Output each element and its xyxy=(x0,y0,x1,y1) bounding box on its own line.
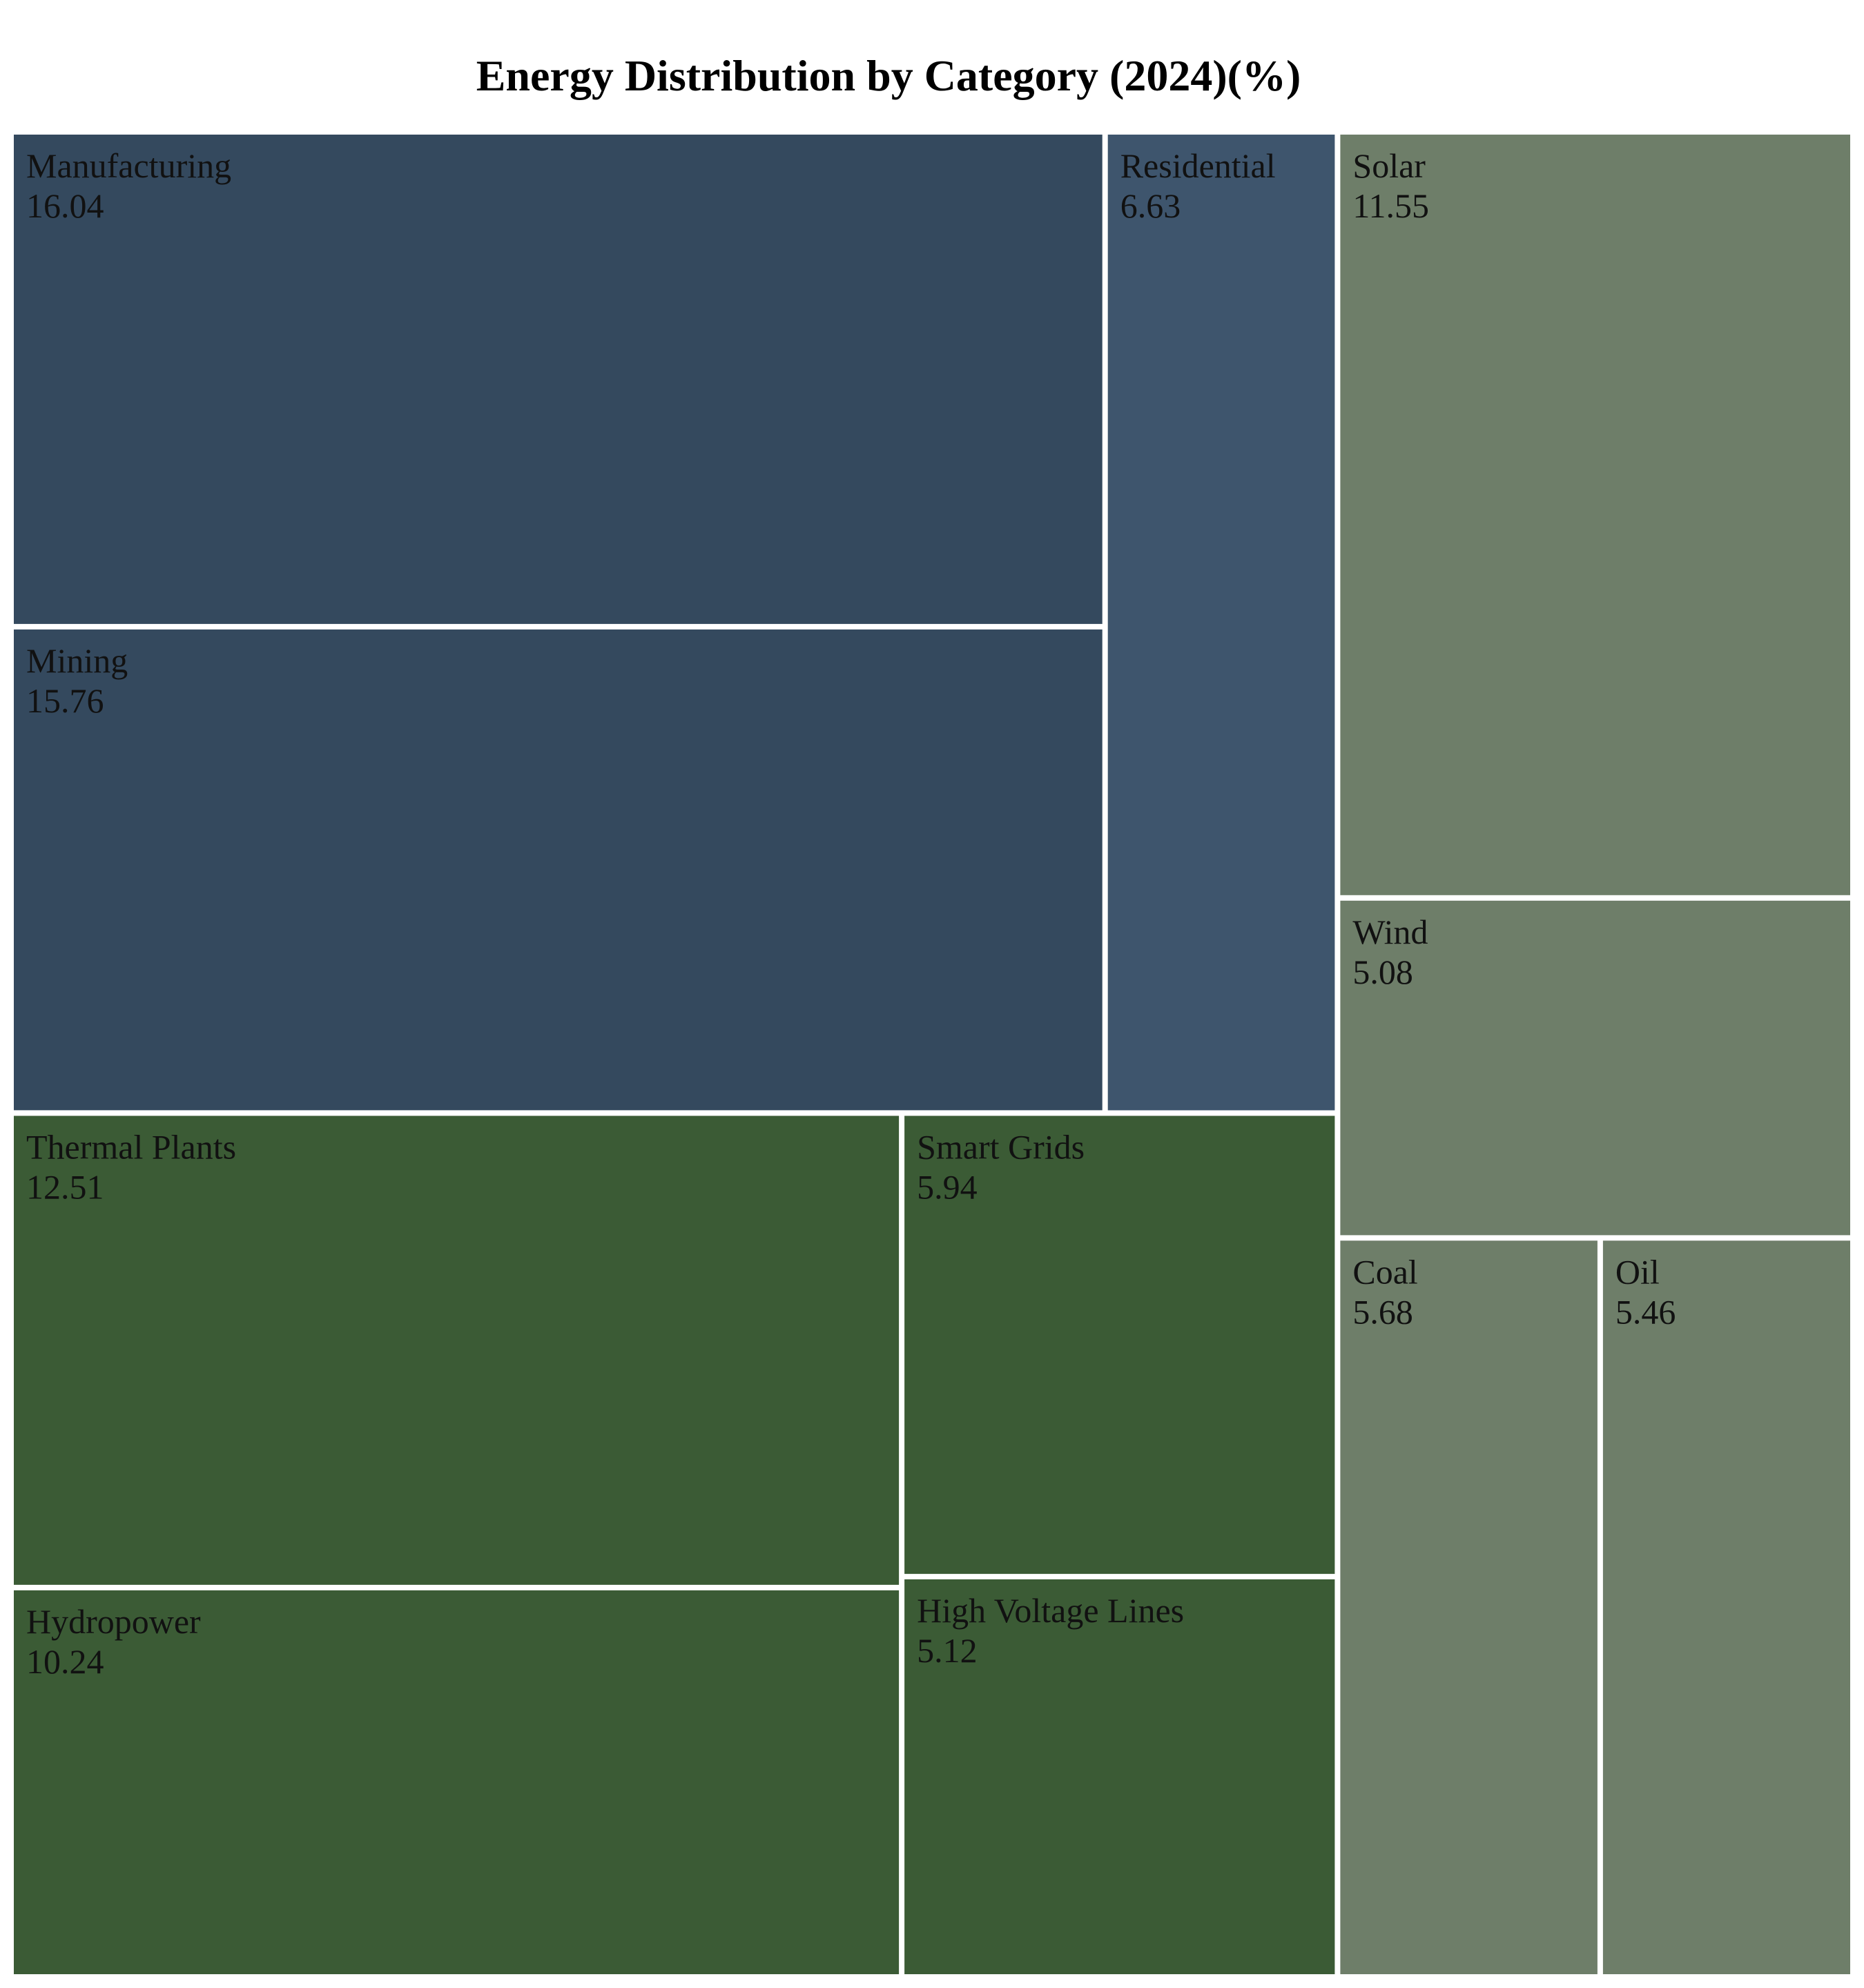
tile-solar[interactable] xyxy=(1340,135,1850,895)
tile-value-mining: 15.76 xyxy=(26,681,104,720)
tile-label-residential: Residential xyxy=(1120,146,1276,185)
tile-coal[interactable] xyxy=(1340,1240,1598,1974)
tile-mining[interactable] xyxy=(14,629,1103,1111)
tile-label-thermal-plants: Thermal Plants xyxy=(26,1128,236,1167)
tile-label-high-voltage-lines: High Voltage Lines xyxy=(917,1591,1184,1630)
tile-high-voltage-lines[interactable] xyxy=(904,1579,1335,1974)
tile-value-oil: 5.46 xyxy=(1615,1292,1676,1331)
tile-hydropower[interactable] xyxy=(14,1590,900,1974)
tile-value-coal: 5.68 xyxy=(1352,1292,1413,1331)
tile-label-wind: Wind xyxy=(1352,913,1428,951)
tile-label-solar: Solar xyxy=(1352,146,1426,185)
tile-value-wind: 5.08 xyxy=(1352,953,1413,991)
tile-manufacturing[interactable] xyxy=(14,135,1103,624)
tile-residential[interactable] xyxy=(1107,135,1335,1111)
chart-title: Energy Distribution by Category (2024)(%… xyxy=(476,51,1301,100)
tile-label-oil: Oil xyxy=(1615,1252,1660,1291)
tile-label-hydropower: Hydropower xyxy=(26,1602,201,1641)
tile-value-thermal-plants: 12.51 xyxy=(26,1168,104,1207)
tile-value-residential: 6.63 xyxy=(1120,186,1181,225)
tile-label-mining: Mining xyxy=(26,641,128,680)
tile-label-manufacturing: Manufacturing xyxy=(26,146,231,185)
tile-value-high-voltage-lines: 5.12 xyxy=(917,1631,978,1670)
tile-oil[interactable] xyxy=(1602,1240,1850,1974)
tile-value-manufacturing: 16.04 xyxy=(26,186,104,225)
tile-label-smart-grids: Smart Grids xyxy=(917,1128,1085,1167)
tile-value-smart-grids: 5.94 xyxy=(917,1168,978,1207)
tile-label-coal: Coal xyxy=(1352,1252,1417,1291)
tile-value-solar: 11.55 xyxy=(1352,186,1429,225)
tile-thermal-plants[interactable] xyxy=(14,1115,900,1585)
tile-wind[interactable] xyxy=(1340,900,1850,1236)
tile-value-hydropower: 10.24 xyxy=(26,1642,104,1681)
tile-smart-grids[interactable] xyxy=(904,1115,1335,1575)
